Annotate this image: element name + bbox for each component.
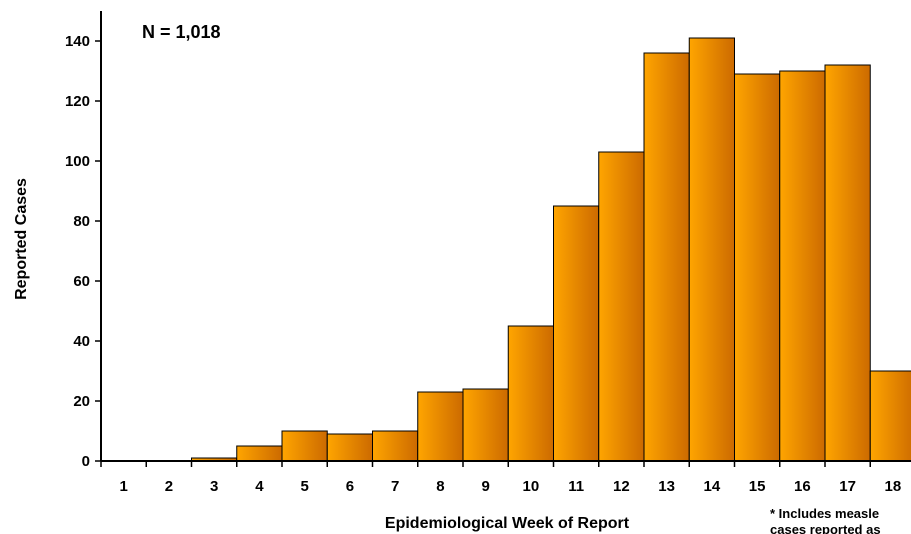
x-axis-label: Epidemiological Week of Report [385, 515, 630, 532]
x-tick-label: 11 [568, 478, 584, 495]
bar-week-6 [326, 433, 373, 462]
x-tick-label: 17 [839, 478, 856, 495]
bar-week-15 [734, 73, 781, 462]
y-tick-label: 0 [82, 453, 90, 470]
x-tick-label: 6 [346, 478, 354, 495]
y-tick-label: 20 [73, 393, 90, 410]
x-tick-label: 1 [119, 478, 127, 495]
x-tick-label: 8 [436, 478, 444, 495]
sample-size-annotation: N = 1,018 [142, 22, 221, 42]
bars [191, 37, 911, 462]
bar-week-16 [779, 70, 826, 462]
x-tick-label: 5 [300, 478, 308, 495]
y-axis-ticks: 0 20 40 60 80 100 120 140 [65, 33, 101, 470]
x-tick-label: 15 [749, 478, 766, 495]
x-tick-label: 13 [658, 478, 675, 495]
bar-week-7 [372, 430, 419, 462]
bar-week-9 [462, 388, 509, 462]
x-tick-label: 9 [481, 478, 489, 495]
x-tick-label: 3 [210, 478, 218, 495]
x-tick-label: 14 [704, 478, 721, 495]
footnote-line-1: * Includes measle [770, 506, 879, 521]
bar-week-12 [598, 151, 645, 462]
bar-week-11 [553, 205, 600, 462]
bar-week-4 [236, 445, 283, 462]
x-tick-label: 18 [885, 478, 902, 495]
y-axis-label: Reported Cases [13, 178, 30, 300]
x-tick-label: 7 [391, 478, 399, 495]
x-tick-label: 16 [794, 478, 811, 495]
x-tick-label: 4 [255, 478, 264, 495]
y-tick-label: 40 [73, 333, 90, 350]
bar-week-18 [869, 370, 911, 462]
y-tick-label: 120 [65, 93, 90, 110]
bar-week-14 [688, 37, 735, 462]
bar-week-10 [507, 325, 554, 462]
y-tick-label: 140 [65, 33, 90, 50]
x-tick-label: 10 [523, 478, 540, 495]
bar-week-8 [417, 391, 464, 462]
x-tick-label: 2 [165, 478, 173, 495]
bar-week-13 [643, 52, 690, 462]
bar-week-5 [281, 430, 328, 462]
y-tick-label: 100 [65, 153, 90, 170]
bar-week-17 [824, 64, 871, 462]
footnote-line-2: cases reported as [770, 522, 881, 534]
y-tick-label: 80 [73, 213, 90, 230]
y-tick-label: 60 [73, 273, 90, 290]
x-tick-label: 12 [613, 478, 630, 495]
x-axis-ticks: 1 2 3 4 5 6 7 8 9 10 11 12 13 14 15 16 17 18 [100, 461, 902, 495]
